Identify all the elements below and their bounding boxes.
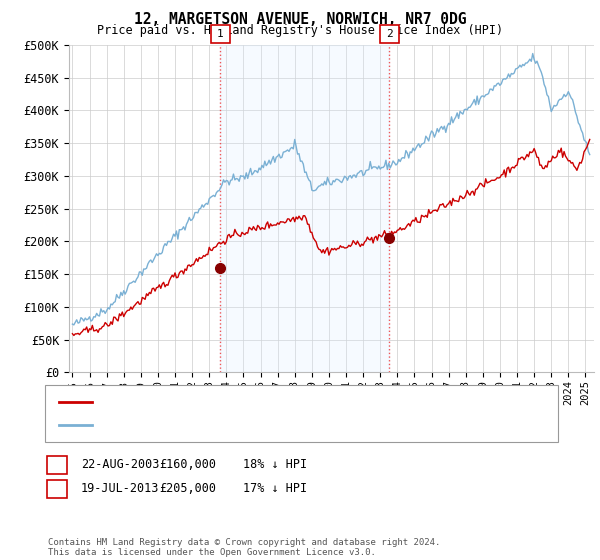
Text: 12, MARGETSON AVENUE, NORWICH, NR7 0DG: 12, MARGETSON AVENUE, NORWICH, NR7 0DG: [134, 12, 466, 27]
Text: Contains HM Land Registry data © Crown copyright and database right 2024.
This d: Contains HM Land Registry data © Crown c…: [48, 538, 440, 557]
Text: 2: 2: [53, 482, 61, 496]
Text: 2: 2: [386, 29, 393, 39]
Text: HPI: Average price, detached house, Broadland: HPI: Average price, detached house, Broa…: [103, 420, 384, 430]
Text: £205,000: £205,000: [159, 482, 216, 496]
Text: 17% ↓ HPI: 17% ↓ HPI: [243, 482, 307, 496]
Text: 18% ↓ HPI: 18% ↓ HPI: [243, 458, 307, 472]
Text: Price paid vs. HM Land Registry's House Price Index (HPI): Price paid vs. HM Land Registry's House …: [97, 24, 503, 37]
Text: 1: 1: [217, 29, 224, 39]
Bar: [220, 45, 389, 372]
Text: 22-AUG-2003: 22-AUG-2003: [81, 458, 160, 472]
Text: 1: 1: [53, 458, 61, 472]
Text: 19-JUL-2013: 19-JUL-2013: [81, 482, 160, 496]
Text: 12, MARGETSON AVENUE, NORWICH, NR7 0DG (detached house): 12, MARGETSON AVENUE, NORWICH, NR7 0DG (…: [103, 397, 446, 407]
Text: £160,000: £160,000: [159, 458, 216, 472]
